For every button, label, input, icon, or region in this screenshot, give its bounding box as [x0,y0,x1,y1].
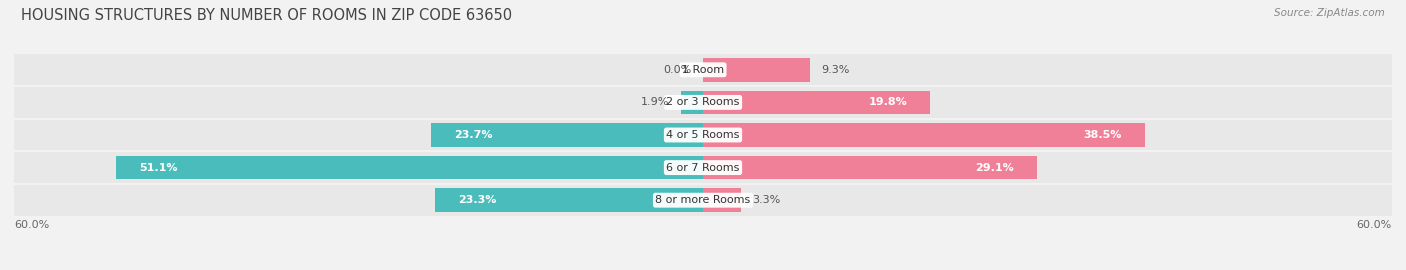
Text: 19.8%: 19.8% [869,97,907,107]
Text: 60.0%: 60.0% [1357,220,1392,230]
Bar [436,188,703,212]
Text: 9.3%: 9.3% [821,65,849,75]
Text: 0.0%: 0.0% [664,65,692,75]
Bar [703,91,931,114]
Text: 60.0%: 60.0% [14,220,49,230]
Bar [14,120,1392,150]
Text: 6 or 7 Rooms: 6 or 7 Rooms [666,163,740,173]
Text: HOUSING STRUCTURES BY NUMBER OF ROOMS IN ZIP CODE 63650: HOUSING STRUCTURES BY NUMBER OF ROOMS IN… [21,8,512,23]
Bar [14,185,1392,215]
Text: 8 or more Rooms: 8 or more Rooms [655,195,751,205]
Text: 23.3%: 23.3% [458,195,496,205]
Text: 38.5%: 38.5% [1084,130,1122,140]
Bar [703,58,810,82]
Text: Source: ZipAtlas.com: Source: ZipAtlas.com [1274,8,1385,18]
Text: 51.1%: 51.1% [139,163,177,173]
Text: 1.9%: 1.9% [641,97,669,107]
Bar [14,87,1392,118]
Text: 1 Room: 1 Room [682,65,724,75]
Text: 3.3%: 3.3% [752,195,780,205]
Bar [703,156,1038,179]
Bar [14,55,1392,85]
Bar [14,152,1392,183]
Bar [681,91,703,114]
Text: 2 or 3 Rooms: 2 or 3 Rooms [666,97,740,107]
Bar [430,123,703,147]
Text: 29.1%: 29.1% [976,163,1014,173]
Bar [703,188,741,212]
Bar [117,156,703,179]
Bar [703,123,1144,147]
Text: 4 or 5 Rooms: 4 or 5 Rooms [666,130,740,140]
Text: 23.7%: 23.7% [454,130,492,140]
